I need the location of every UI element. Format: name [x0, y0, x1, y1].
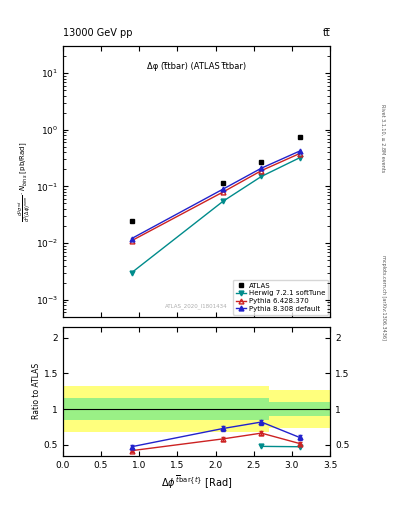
Pythia 6.428.370: [297, 151, 302, 157]
Line: ATLAS: ATLAS: [129, 135, 302, 223]
Text: 13000 GeV pp: 13000 GeV pp: [63, 28, 132, 38]
Line: Pythia 8.308 default: Pythia 8.308 default: [129, 148, 302, 241]
Pythia 6.428.370: [129, 238, 134, 244]
Line: Herwig 7.2.1 softTune: Herwig 7.2.1 softTune: [129, 155, 302, 275]
ATLAS: [129, 218, 134, 224]
Herwig 7.2.1 softTune: [259, 174, 264, 180]
ATLAS: [259, 159, 264, 165]
Herwig 7.2.1 softTune: [129, 270, 134, 276]
Text: Δφ (t̅tbar) (ATLAS t̅tbar): Δφ (t̅tbar) (ATLAS t̅tbar): [147, 62, 246, 71]
Y-axis label: Ratio to ATLAS: Ratio to ATLAS: [32, 363, 41, 419]
Text: ATLAS_2020_I1801434: ATLAS_2020_I1801434: [165, 303, 228, 309]
Text: tt̅: tt̅: [322, 28, 330, 38]
Line: Pythia 6.428.370: Pythia 6.428.370: [129, 151, 302, 243]
Text: Rivet 3.1.10, ≥ 2.8M events: Rivet 3.1.10, ≥ 2.8M events: [381, 104, 386, 173]
Text: mcplots.cern.ch [arXiv:1306.3436]: mcplots.cern.ch [arXiv:1306.3436]: [381, 254, 386, 339]
Herwig 7.2.1 softTune: [297, 155, 302, 161]
Y-axis label: $\frac{d^2\sigma^{nd}}{d^2(\Delta\phi)^{norm}} \cdot N_{bins}$ [pb/Rad]: $\frac{d^2\sigma^{nd}}{d^2(\Delta\phi)^{…: [16, 141, 33, 222]
Pythia 8.308 default: [297, 148, 302, 154]
Pythia 8.308 default: [129, 236, 134, 242]
ATLAS: [297, 134, 302, 140]
Pythia 6.428.370: [221, 189, 226, 195]
ATLAS: [221, 180, 226, 186]
X-axis label: $\Delta\phi^{\,\overline{t}\mathrm{bar}\{t\}}$ [Rad]: $\Delta\phi^{\,\overline{t}\mathrm{bar}\…: [161, 474, 232, 491]
Pythia 8.308 default: [259, 165, 264, 171]
Pythia 6.428.370: [259, 167, 264, 174]
Legend: ATLAS, Herwig 7.2.1 softTune, Pythia 6.428.370, Pythia 8.308 default: ATLAS, Herwig 7.2.1 softTune, Pythia 6.4…: [233, 280, 328, 315]
Herwig 7.2.1 softTune: [221, 198, 226, 204]
Pythia 8.308 default: [221, 186, 226, 192]
